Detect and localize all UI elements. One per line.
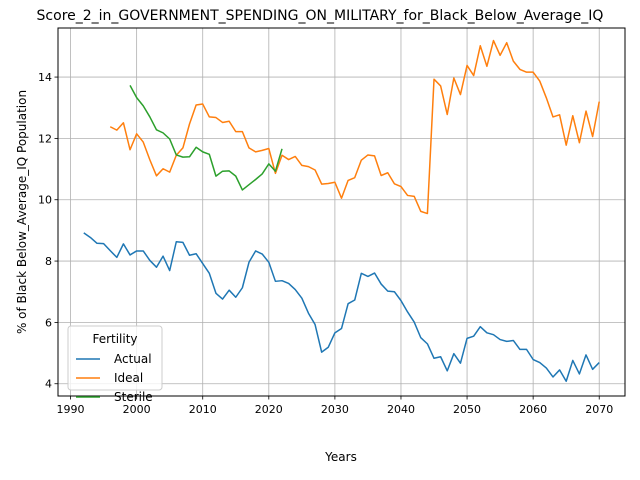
x-tick-label: 2070 xyxy=(585,403,613,416)
y-tick-label: 4 xyxy=(45,378,52,391)
y-tick-label: 14 xyxy=(38,71,52,84)
x-axis-ticks: 1990 2000 2010 2020 2030 2040 2050 2060 2070 xyxy=(57,396,613,416)
legend-box xyxy=(67,325,163,391)
series-line-sterile xyxy=(129,84,283,191)
plot-frame xyxy=(57,27,626,397)
chart-title: Score_2_in_GOVERNMENT_SPENDING_ON_MILITA… xyxy=(37,8,604,24)
y-tick-label: 8 xyxy=(45,255,52,268)
grid xyxy=(58,28,625,396)
series-lines xyxy=(83,39,600,383)
x-tick-label: 2020 xyxy=(255,403,283,416)
legend-label-actual: Actual xyxy=(114,352,152,366)
x-tick-label: 2000 xyxy=(123,403,151,416)
x-tick-label: 2060 xyxy=(519,403,547,416)
y-tick-label: 6 xyxy=(45,316,52,329)
x-tick-label: 2010 xyxy=(189,403,217,416)
x-tick-label: 2030 xyxy=(321,403,349,416)
y-tick-label: 12 xyxy=(38,132,52,145)
legend-label-ideal: Ideal xyxy=(114,371,143,385)
legend-title: Fertility xyxy=(92,332,137,346)
y-axis-label: % of Black Below_Average_IQ Population xyxy=(15,90,29,334)
x-tick-label: 2040 xyxy=(387,403,415,416)
legend-label-sterile: Sterile xyxy=(114,390,153,404)
series-line-ideal xyxy=(109,39,600,215)
series-line-actual xyxy=(83,232,600,383)
x-axis-label: Years xyxy=(324,450,357,464)
x-tick-label: 1990 xyxy=(57,403,85,416)
legend: Fertility Actual Ideal Sterile xyxy=(67,325,163,404)
y-tick-label: 10 xyxy=(38,194,52,207)
x-tick-label: 2050 xyxy=(453,403,481,416)
legend-items: Actual Ideal Sterile xyxy=(76,352,153,404)
y-axis-ticks: 4 6 8 10 12 14 xyxy=(38,71,58,391)
